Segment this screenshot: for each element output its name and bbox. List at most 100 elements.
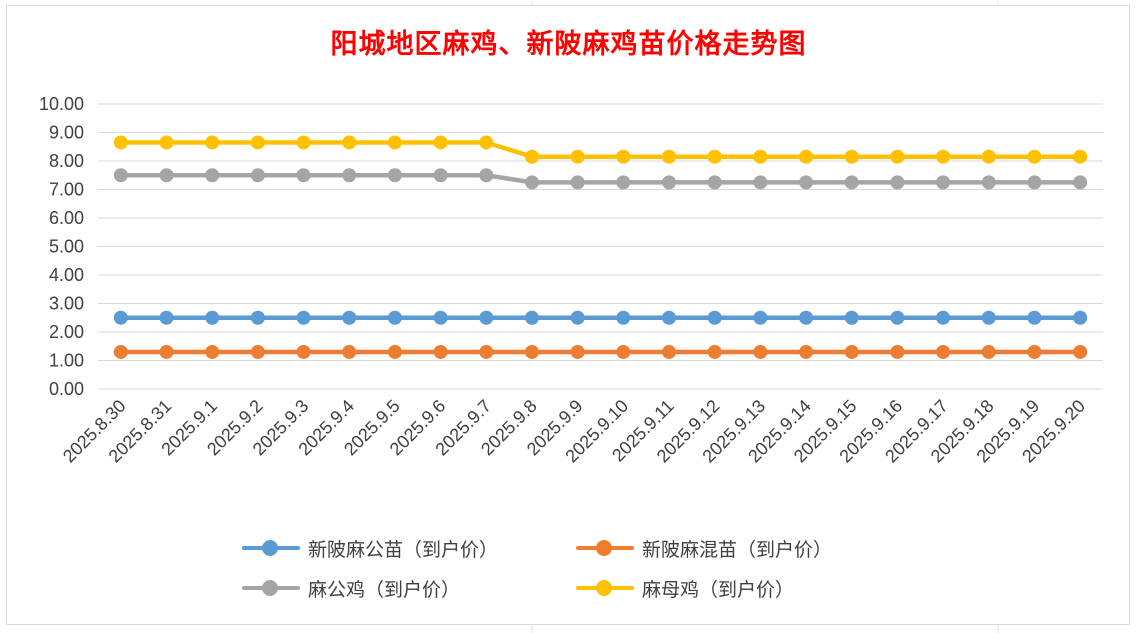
data-point[interactable]: [387, 135, 402, 150]
data-point[interactable]: [205, 135, 220, 150]
data-point[interactable]: [205, 344, 220, 359]
data-point[interactable]: [616, 175, 631, 190]
data-point[interactable]: [159, 135, 174, 150]
data-point[interactable]: [205, 310, 220, 325]
data-point[interactable]: [250, 310, 265, 325]
data-point[interactable]: [616, 310, 631, 325]
data-point[interactable]: [844, 149, 859, 164]
data-point[interactable]: [570, 344, 585, 359]
data-point[interactable]: [1027, 175, 1042, 190]
data-point[interactable]: [753, 175, 768, 190]
data-point[interactable]: [936, 310, 951, 325]
data-point[interactable]: [616, 344, 631, 359]
legend-item-male-chick[interactable]: 新陂麻公苗（到户价）: [240, 533, 574, 563]
data-point[interactable]: [1027, 344, 1042, 359]
data-point[interactable]: [753, 344, 768, 359]
data-point[interactable]: [890, 344, 905, 359]
data-point[interactable]: [433, 168, 448, 183]
data-point[interactable]: [113, 344, 128, 359]
data-point[interactable]: [296, 310, 311, 325]
data-point[interactable]: [707, 175, 722, 190]
data-point[interactable]: [1073, 310, 1088, 325]
data-point[interactable]: [296, 168, 311, 183]
data-point[interactable]: [433, 344, 448, 359]
data-point[interactable]: [296, 135, 311, 150]
data-point[interactable]: [296, 344, 311, 359]
data-point[interactable]: [662, 149, 677, 164]
data-point[interactable]: [479, 310, 494, 325]
data-point[interactable]: [799, 149, 814, 164]
data-point[interactable]: [524, 344, 539, 359]
data-point[interactable]: [250, 168, 265, 183]
data-point[interactable]: [113, 135, 128, 150]
y-tick-label: 0.00: [49, 379, 84, 399]
legend-label: 麻母鸡（到户价）: [642, 578, 795, 601]
legend-item-rooster[interactable]: 麻公鸡（到户价）: [240, 573, 574, 603]
data-point[interactable]: [936, 149, 951, 164]
data-point[interactable]: [387, 168, 402, 183]
data-point[interactable]: [342, 344, 357, 359]
data-point[interactable]: [159, 310, 174, 325]
data-point[interactable]: [799, 175, 814, 190]
legend: 新陂麻公苗（到户价） 新陂麻混苗（到户价） 麻公鸡（到户价） 麻母鸡（到户价）: [240, 533, 920, 603]
data-point[interactable]: [616, 149, 631, 164]
data-point[interactable]: [890, 310, 905, 325]
data-point[interactable]: [159, 344, 174, 359]
data-point[interactable]: [113, 168, 128, 183]
data-point[interactable]: [753, 149, 768, 164]
legend-label: 新陂麻混苗（到户价）: [642, 538, 833, 561]
series-line: [118, 140, 1083, 159]
legend-label: 麻公鸡（到户价）: [308, 578, 461, 601]
data-point[interactable]: [981, 175, 996, 190]
data-point[interactable]: [113, 310, 128, 325]
data-point[interactable]: [250, 344, 265, 359]
data-point[interactable]: [799, 344, 814, 359]
data-point[interactable]: [342, 310, 357, 325]
data-point[interactable]: [662, 175, 677, 190]
data-point[interactable]: [981, 149, 996, 164]
data-point[interactable]: [524, 149, 539, 164]
data-point[interactable]: [844, 175, 859, 190]
legend-item-hen[interactable]: 麻母鸡（到户价）: [574, 573, 874, 603]
data-point[interactable]: [707, 310, 722, 325]
data-point[interactable]: [844, 344, 859, 359]
data-point[interactable]: [570, 149, 585, 164]
data-point[interactable]: [524, 175, 539, 190]
data-point[interactable]: [570, 175, 585, 190]
data-point[interactable]: [387, 310, 402, 325]
data-point[interactable]: [844, 310, 859, 325]
data-point[interactable]: [479, 168, 494, 183]
data-point[interactable]: [387, 344, 402, 359]
data-point[interactable]: [707, 149, 722, 164]
data-point[interactable]: [479, 135, 494, 150]
series-0: [113, 310, 1088, 325]
data-point[interactable]: [981, 310, 996, 325]
data-point[interactable]: [1073, 344, 1088, 359]
data-point[interactable]: [1073, 149, 1088, 164]
legend-dot: [596, 580, 612, 596]
data-point[interactable]: [159, 168, 174, 183]
data-point[interactable]: [342, 135, 357, 150]
data-point[interactable]: [433, 135, 448, 150]
data-point[interactable]: [1027, 310, 1042, 325]
data-point[interactable]: [890, 175, 905, 190]
data-point[interactable]: [753, 310, 768, 325]
data-point[interactable]: [570, 310, 585, 325]
data-point[interactable]: [936, 175, 951, 190]
data-point[interactable]: [524, 310, 539, 325]
data-point[interactable]: [936, 344, 951, 359]
data-point[interactable]: [890, 149, 905, 164]
data-point[interactable]: [1027, 149, 1042, 164]
data-point[interactable]: [479, 344, 494, 359]
data-point[interactable]: [205, 168, 220, 183]
data-point[interactable]: [662, 344, 677, 359]
data-point[interactable]: [981, 344, 996, 359]
data-point[interactable]: [433, 310, 448, 325]
data-point[interactable]: [662, 310, 677, 325]
data-point[interactable]: [1073, 175, 1088, 190]
data-point[interactable]: [799, 310, 814, 325]
data-point[interactable]: [250, 135, 265, 150]
data-point[interactable]: [707, 344, 722, 359]
legend-item-mixed-chick[interactable]: 新陂麻混苗（到户价）: [574, 533, 874, 563]
data-point[interactable]: [342, 168, 357, 183]
